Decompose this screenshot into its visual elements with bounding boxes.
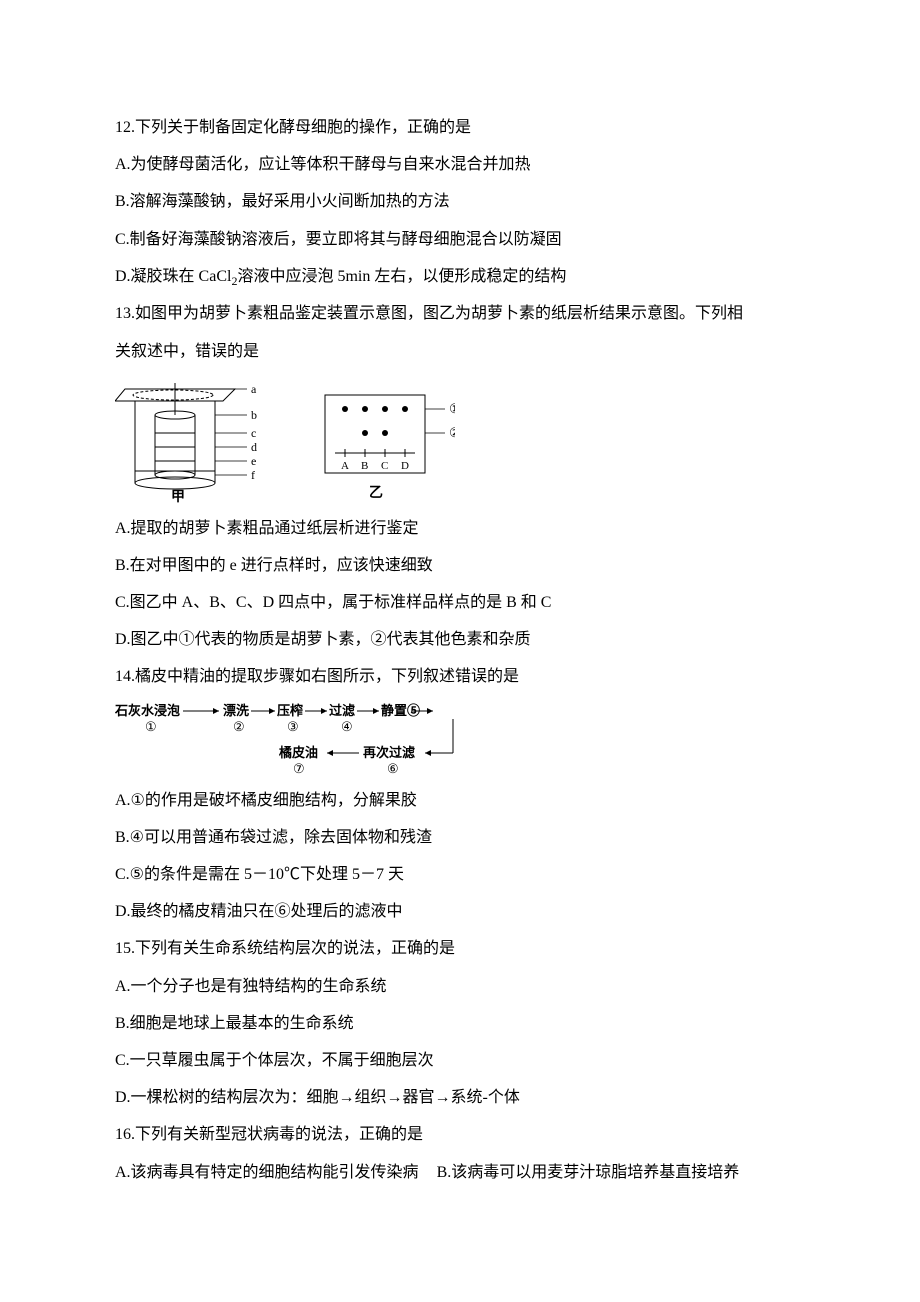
svg-text:①: ① bbox=[145, 719, 157, 734]
q13-svg: abcdef 甲 ① ② AB C D 乙 bbox=[115, 375, 455, 505]
svg-text:②: ② bbox=[449, 425, 455, 440]
q12-d-pre: D.凝胶珠在 CaCl bbox=[115, 268, 231, 285]
svg-text:B: B bbox=[361, 460, 368, 472]
q15-option-b: B.细胞是地球上最基本的生命系统 bbox=[115, 1006, 805, 1041]
q16-options: A.该病毒具有特定的细胞结构能引发传染病 B.该病毒可以用麦芽汁琼脂培养基直接培… bbox=[115, 1155, 805, 1192]
svg-text:⑦: ⑦ bbox=[293, 761, 305, 776]
q12-stem: 12.下列关于制备固定化酵母细胞的操作，正确的是 bbox=[115, 110, 805, 145]
svg-text:④: ④ bbox=[341, 719, 353, 734]
svg-text:d: d bbox=[251, 440, 257, 454]
q13-figure: abcdef 甲 ① ② AB C D 乙 bbox=[115, 375, 805, 505]
svg-text:①: ① bbox=[449, 401, 455, 416]
q12-option-a: A.为使酵母菌活化，应让等体积干酵母与自来水混合并加热 bbox=[115, 147, 805, 182]
svg-text:甲: 甲 bbox=[171, 489, 185, 505]
svg-text:漂洗: 漂洗 bbox=[223, 703, 249, 718]
q13-stem-2: 关叙述中，错误的是 bbox=[115, 334, 805, 369]
q12-option-b: B.溶解海藻酸钠，最好采用小火间断加热的方法 bbox=[115, 184, 805, 219]
q13-option-b: B.在对甲图中的 e 进行点样时，应该快速细致 bbox=[115, 548, 805, 583]
svg-text:a: a bbox=[251, 382, 257, 396]
svg-text:橘皮油: 橘皮油 bbox=[278, 745, 318, 760]
q14-figure: 石灰水浸泡漂洗压榨过滤静置⑤①②③④橘皮油再次过滤⑦⑥ bbox=[115, 701, 805, 777]
q16-stem: 16.下列有关新型冠状病毒的说法，正确的是 bbox=[115, 1117, 805, 1152]
svg-text:C: C bbox=[381, 460, 388, 472]
svg-text:e: e bbox=[251, 454, 256, 468]
svg-text:过滤: 过滤 bbox=[329, 703, 355, 718]
q14-option-b: B.④可以用普通布袋过滤，除去固体物和残渣 bbox=[115, 820, 805, 855]
q15-option-a: A.一个分子也是有独特结构的生命系统 bbox=[115, 969, 805, 1004]
svg-text:再次过滤: 再次过滤 bbox=[363, 745, 415, 760]
svg-text:③: ③ bbox=[287, 719, 299, 734]
q12-d-post: 溶液中应浸泡 5min 左右，以便形成稳定的结构 bbox=[237, 268, 566, 285]
q14-option-c: C.⑤的条件是需在 5－10℃下处理 5－7 天 bbox=[115, 857, 805, 892]
q14-option-d: D.最终的橘皮精油只在⑥处理后的滤液中 bbox=[115, 894, 805, 929]
q14-option-a: A.①的作用是破坏橘皮细胞结构，分解果胶 bbox=[115, 783, 805, 818]
q15-option-d: D.一棵松树的结构层次为：细胞→组织→器官→系统-个体 bbox=[115, 1080, 805, 1115]
q12-option-d: D.凝胶珠在 CaCl2溶液中应浸泡 5min 左右，以便形成稳定的结构 bbox=[115, 259, 805, 295]
svg-text:f: f bbox=[251, 468, 255, 482]
svg-text:②: ② bbox=[233, 719, 245, 734]
q16-option-b: B.该病毒可以用麦芽汁琼脂培养基直接培养 bbox=[437, 1155, 740, 1190]
svg-text:石灰水浸泡: 石灰水浸泡 bbox=[115, 703, 180, 718]
q13-option-d: D.图乙中①代表的物质是胡萝卜素，②代表其他色素和杂质 bbox=[115, 622, 805, 657]
q14-stem: 14.橘皮中精油的提取步骤如右图所示，下列叙述错误的是 bbox=[115, 659, 805, 694]
svg-text:c: c bbox=[251, 426, 256, 440]
svg-text:D: D bbox=[401, 460, 409, 472]
svg-text:⑥: ⑥ bbox=[387, 761, 399, 776]
q12-option-c: C.制备好海藻酸钠溶液后，要立即将其与酵母细胞混合以防凝固 bbox=[115, 222, 805, 257]
svg-text:乙: 乙 bbox=[369, 485, 383, 501]
q15-stem: 15.下列有关生命系统结构层次的说法，正确的是 bbox=[115, 931, 805, 966]
q13-option-a: A.提取的胡萝卜素粗品通过纸层析进行鉴定 bbox=[115, 511, 805, 546]
svg-text:压榨: 压榨 bbox=[277, 703, 303, 718]
svg-text:b: b bbox=[251, 408, 257, 422]
q13-option-c: C.图乙中 A、B、C、D 四点中，属于标准样品样点的是 B 和 C bbox=[115, 585, 805, 620]
q15-option-c: C.一只草履虫属于个体层次，不属于细胞层次 bbox=[115, 1043, 805, 1078]
q16-option-a: A.该病毒具有特定的细胞结构能引发传染病 bbox=[115, 1155, 419, 1190]
svg-text:A: A bbox=[341, 460, 349, 472]
q13-stem-1: 13.如图甲为胡萝卜素粗品鉴定装置示意图，图乙为胡萝卜素的纸层析结果示意图。下列… bbox=[115, 296, 805, 331]
q14-svg: 石灰水浸泡漂洗压榨过滤静置⑤①②③④橘皮油再次过滤⑦⑥ bbox=[115, 701, 495, 777]
